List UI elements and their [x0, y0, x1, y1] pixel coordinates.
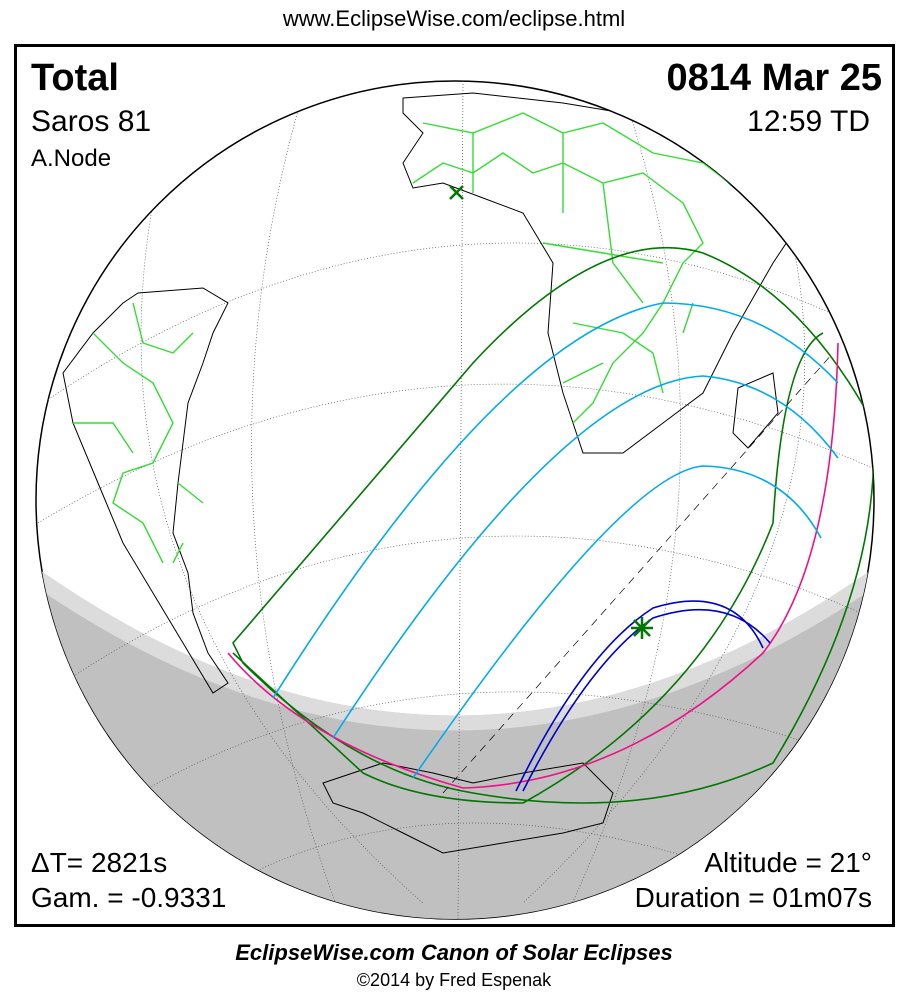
eclipse-type: Total [31, 57, 119, 99]
saros-number: Saros 81 [31, 105, 152, 138]
penumbra-limit-loop [232, 332, 824, 804]
partial-eclipse-curves [272, 302, 839, 779]
gamma: Gam. = -0.9331 [31, 882, 227, 913]
footer-copyright: ©2014 by Fred Espenak [356, 970, 552, 990]
country-borders [73, 112, 744, 564]
subsolar-point-x-icon [449, 185, 464, 200]
globe-map [35, 80, 875, 920]
eclipse-map-frame: Total 0814 Mar 25 Saros 81 12:59 TD A.No… [14, 44, 895, 927]
eclipse-time: 12:59 TD [747, 105, 870, 138]
night-shading [36, 558, 874, 919]
penumbra-north-limit [232, 246, 874, 804]
altitude: Altitude = 21° [704, 847, 872, 878]
footer-title: EclipseWise.com Canon of Solar Eclipses [235, 940, 673, 965]
duration: Duration = 01m07s [634, 882, 872, 913]
node: A.Node [31, 145, 112, 172]
source-url: www.EclipseWise.com/eclipse.html [282, 6, 626, 31]
eclipse-date: 0814 Mar 25 [666, 57, 883, 99]
delta-t: ΔT= 2821s [31, 847, 168, 878]
greatest-eclipse-star-icon [631, 617, 653, 639]
